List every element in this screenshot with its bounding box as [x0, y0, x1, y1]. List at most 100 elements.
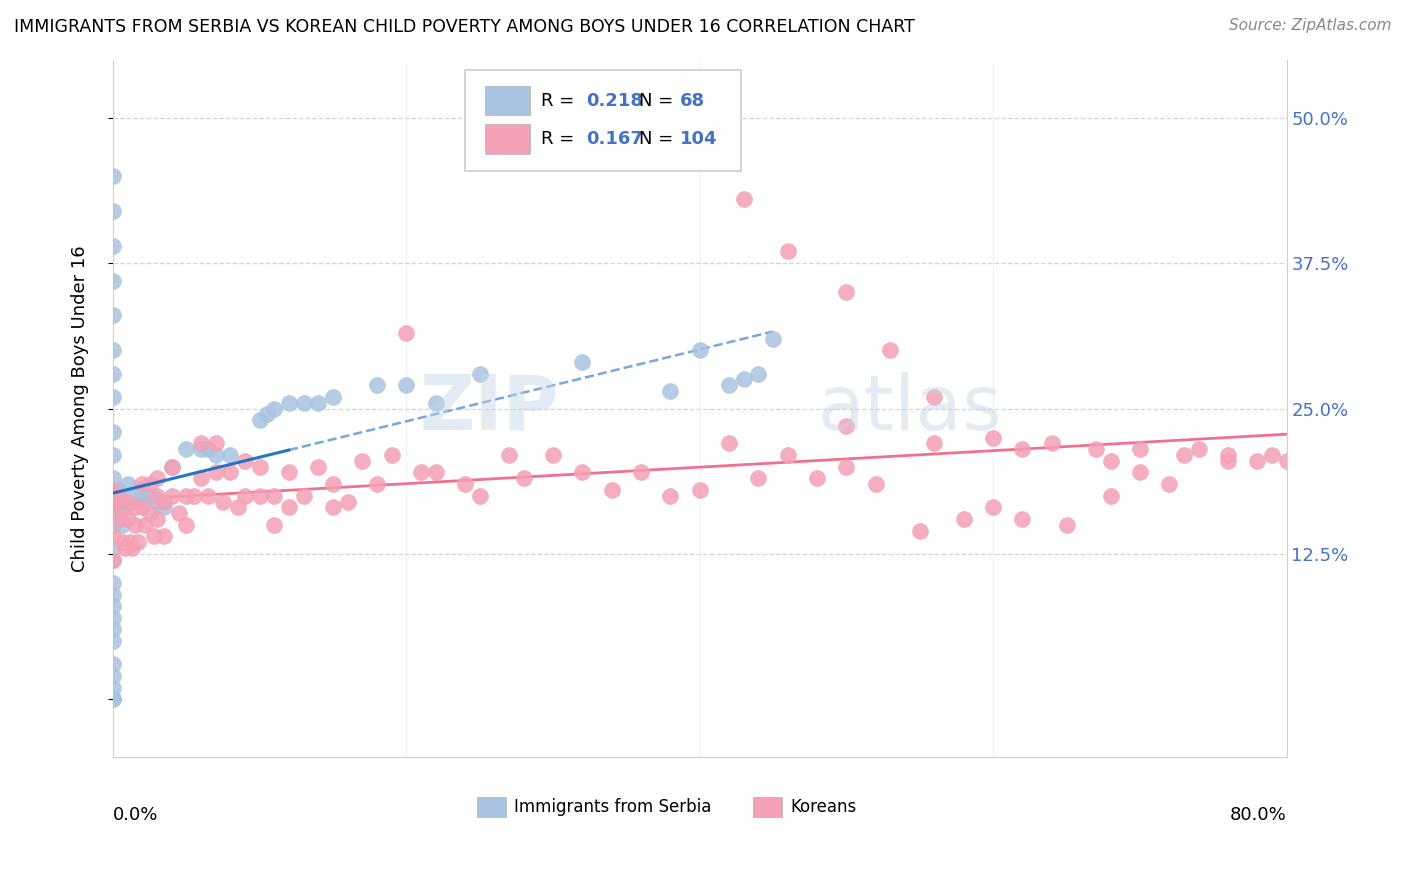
- Point: [146, 489, 169, 503]
- Text: N =: N =: [638, 130, 679, 148]
- Point: [924, 436, 946, 450]
- Point: [277, 500, 299, 515]
- Text: Source: ZipAtlas.com: Source: ZipAtlas.com: [1229, 18, 1392, 33]
- Point: [277, 395, 299, 409]
- Point: [153, 500, 176, 515]
- Point: [124, 494, 146, 508]
- Point: [835, 419, 858, 434]
- Point: [277, 466, 299, 480]
- Point: [117, 494, 139, 508]
- Point: [776, 448, 799, 462]
- Point: [105, 494, 128, 508]
- Point: [747, 471, 769, 485]
- Point: [366, 477, 388, 491]
- Point: [1056, 517, 1078, 532]
- Point: [409, 466, 432, 480]
- Point: [366, 378, 388, 392]
- Point: [879, 343, 901, 358]
- Point: [468, 489, 491, 503]
- Point: [112, 494, 135, 508]
- Point: [174, 489, 197, 503]
- Point: [1261, 448, 1284, 462]
- Point: [101, 552, 124, 566]
- Point: [101, 552, 124, 566]
- Point: [1159, 477, 1181, 491]
- Point: [689, 343, 711, 358]
- Point: [128, 494, 150, 508]
- Point: [256, 407, 278, 421]
- Point: [138, 477, 160, 491]
- Point: [160, 459, 183, 474]
- FancyBboxPatch shape: [485, 125, 530, 153]
- Point: [101, 390, 124, 404]
- Point: [101, 576, 124, 591]
- Point: [1011, 512, 1033, 526]
- Point: [233, 454, 256, 468]
- Point: [381, 448, 404, 462]
- Point: [1216, 454, 1239, 468]
- Point: [101, 692, 124, 706]
- Point: [659, 384, 682, 398]
- Point: [105, 489, 128, 503]
- Point: [981, 431, 1004, 445]
- Point: [101, 309, 124, 323]
- Point: [249, 413, 271, 427]
- Point: [541, 448, 564, 462]
- Text: ZIP: ZIP: [419, 371, 558, 445]
- Point: [120, 489, 142, 503]
- Point: [131, 477, 153, 491]
- Point: [1099, 454, 1122, 468]
- Point: [322, 477, 344, 491]
- Point: [124, 500, 146, 515]
- Point: [1040, 436, 1063, 450]
- Text: 0.0%: 0.0%: [112, 806, 159, 824]
- Point: [733, 192, 755, 206]
- Point: [776, 244, 799, 259]
- Point: [146, 471, 169, 485]
- Point: [121, 541, 143, 555]
- Text: Immigrants from Serbia: Immigrants from Serbia: [515, 798, 711, 816]
- Point: [336, 494, 359, 508]
- Point: [204, 448, 226, 462]
- FancyBboxPatch shape: [465, 70, 741, 171]
- Point: [249, 489, 271, 503]
- Point: [197, 442, 219, 457]
- Point: [630, 466, 652, 480]
- Text: 0.218: 0.218: [586, 92, 643, 110]
- Point: [1216, 448, 1239, 462]
- Point: [263, 517, 285, 532]
- Point: [142, 529, 165, 543]
- Point: [1187, 442, 1209, 457]
- Point: [127, 535, 149, 549]
- FancyBboxPatch shape: [485, 87, 530, 115]
- Point: [219, 466, 242, 480]
- Point: [167, 506, 190, 520]
- Point: [718, 436, 741, 450]
- Point: [101, 274, 124, 288]
- Point: [101, 599, 124, 614]
- Point: [101, 623, 124, 637]
- Point: [1173, 448, 1195, 462]
- Text: R =: R =: [541, 130, 581, 148]
- Point: [835, 285, 858, 300]
- Point: [226, 500, 249, 515]
- Point: [307, 395, 329, 409]
- Point: [117, 494, 139, 508]
- Point: [733, 372, 755, 386]
- Point: [146, 512, 169, 526]
- Point: [101, 692, 124, 706]
- FancyBboxPatch shape: [477, 797, 506, 817]
- Point: [108, 494, 131, 508]
- Point: [153, 494, 176, 508]
- Point: [112, 535, 135, 549]
- Point: [1275, 454, 1298, 468]
- Point: [865, 477, 887, 491]
- Point: [908, 524, 931, 538]
- Point: [101, 425, 124, 439]
- Point: [101, 343, 124, 358]
- Text: Koreans: Koreans: [790, 798, 856, 816]
- Point: [101, 517, 124, 532]
- Point: [292, 489, 315, 503]
- Point: [101, 588, 124, 602]
- Point: [131, 489, 153, 503]
